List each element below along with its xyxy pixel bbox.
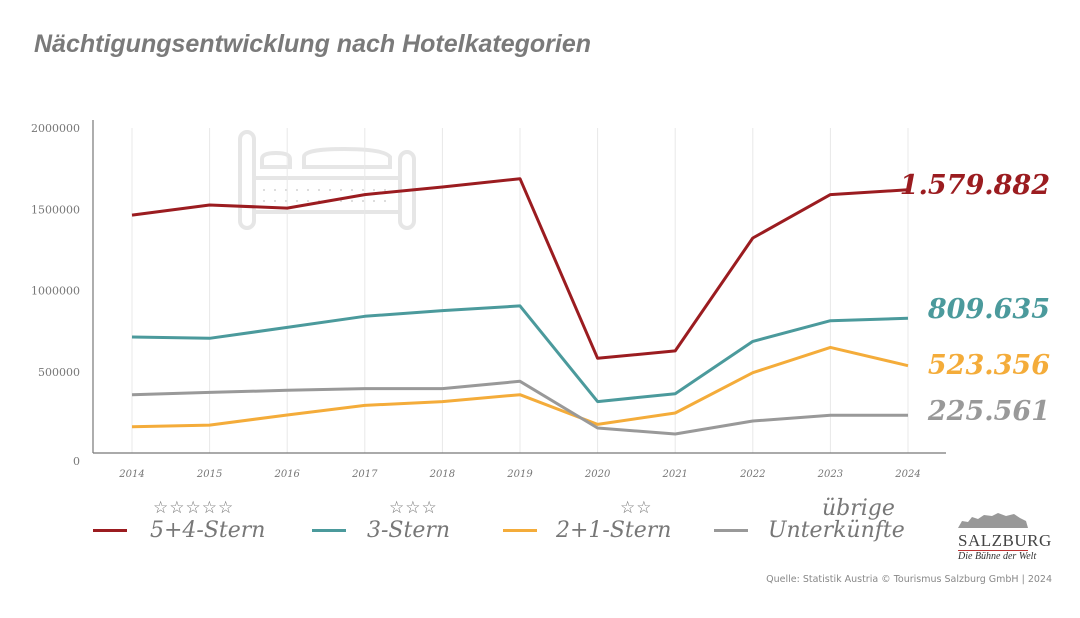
end-label-5-4-stern: 1.579.882 [899,170,1050,201]
logo-name: SALZBURG [958,531,1052,551]
legend-swatch [503,529,537,532]
bed-icon [238,130,416,230]
two-stars-icon: ☆☆ [620,498,653,518]
five-stars-icon: ☆☆☆☆☆ [153,498,235,518]
legend-label: 3-Stern [367,518,451,543]
legend-item-2-1-stern: ☆☆ 2+1-Stern [503,498,683,548]
x-tick-label: 2018 [429,469,455,480]
legend-item-5-4-stern: ☆☆☆☆☆ 5+4-Stern [93,498,273,548]
legend-label: Unterkünfte [768,518,905,543]
legend-label: 2+1-Stern [556,518,672,543]
salzburg-logo: SALZBURG Die Bühne der Welt [958,512,1052,562]
x-tick-label: 2020 [584,469,611,480]
y-tick-label: 500000 [38,366,80,379]
legend-swatch [93,529,127,532]
x-tick-label: 2022 [739,469,765,480]
chart-title: Nächtigungsentwicklung nach Hotelkategor… [34,30,592,58]
logo-tagline: Die Bühne der Welt [958,551,1037,562]
x-tick-label: 2015 [196,469,222,480]
x-tick-label: 2019 [506,469,533,480]
end-label-3-stern: 809.635 [927,294,1050,325]
x-tick-label: 2017 [351,469,378,480]
y-tick-label: 1500000 [31,203,80,216]
source-note: Quelle: Statistik Austria © Tourismus Sa… [766,574,1052,585]
y-tick-label: 2000000 [31,122,80,135]
three-stars-icon: ☆☆☆ [389,498,438,518]
legend-swatch [312,529,346,532]
x-tick-label: 2021 [661,469,687,480]
legend-swatch [714,529,748,532]
x-tick-label: 2016 [273,469,300,480]
end-label-uebrige: 225.561 [927,396,1050,427]
x-tick-label: 2014 [118,469,144,480]
y-tick-label: 0 [73,455,80,468]
legend-item-uebrige: übrige Unterkünfte [714,496,905,548]
x-tick-label: 2023 [817,469,843,480]
end-label-2-1-stern: 523.356 [927,350,1050,381]
x-tick-label: 2024 [894,469,920,480]
skyline-icon [958,513,1028,528]
y-tick-label: 1000000 [31,285,80,298]
legend-label-line1: übrige [822,496,895,521]
legend-label: 5+4-Stern [150,518,266,543]
legend-item-3-stern: ☆☆☆ 3-Stern [312,498,472,548]
